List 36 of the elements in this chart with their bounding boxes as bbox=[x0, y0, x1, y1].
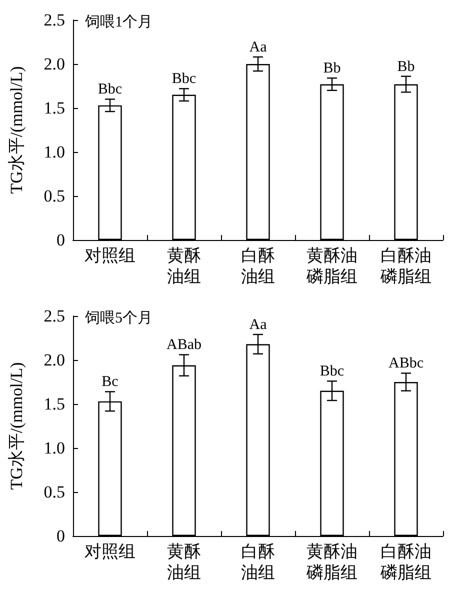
y-tick-label: 2.0 bbox=[44, 350, 65, 370]
y-tick-label: 0 bbox=[56, 230, 65, 250]
y-tick-label: 1.0 bbox=[44, 142, 65, 162]
y-axis-title: TG水平/(mmol/L) bbox=[7, 362, 26, 490]
x-tick-label: 黄酥油磷脂组 bbox=[306, 246, 358, 286]
x-tick-label: 对照组 bbox=[84, 542, 136, 561]
annotation: Aa bbox=[249, 316, 268, 333]
y-tick-label: 1.0 bbox=[44, 438, 65, 458]
y-tick-label: 2.5 bbox=[44, 306, 65, 326]
annotation: Bb bbox=[323, 60, 341, 77]
y-axis-title: TG水平/(mmol/L) bbox=[7, 66, 26, 194]
x-tick-label: 白酥油组 bbox=[241, 246, 275, 286]
annotation: Bc bbox=[102, 374, 119, 390]
annotation: Bbc bbox=[98, 82, 122, 98]
y-tick-label: 2.0 bbox=[44, 54, 65, 74]
annotation: Bbc bbox=[172, 71, 196, 88]
x-tick-label: 对照组 bbox=[84, 246, 136, 265]
annotation: ABab bbox=[166, 337, 202, 354]
y-tick-label: 0.5 bbox=[44, 186, 65, 206]
annotation: Aa bbox=[249, 39, 268, 56]
x-tick-label: 白酥油组 bbox=[241, 542, 275, 582]
annotation: Bbc bbox=[320, 364, 344, 380]
annotation: Bb bbox=[397, 58, 415, 75]
x-tick-label: 白酥油磷脂组 bbox=[380, 542, 432, 582]
y-tick-label: 2.5 bbox=[44, 10, 65, 30]
x-tick-label: 黄酥油组 bbox=[167, 542, 201, 582]
y-tick-label: 1.5 bbox=[44, 394, 65, 414]
y-tick-label: 0.5 bbox=[44, 482, 65, 502]
chart-title: 饲喂5个月 bbox=[84, 310, 152, 326]
x-tick-label: 黄酥油组 bbox=[167, 246, 201, 286]
x-tick-label: 白酥油磷脂组 bbox=[380, 246, 432, 286]
y-tick-label: 0 bbox=[56, 526, 65, 546]
x-tick-label: 黄酥油磷脂组 bbox=[306, 542, 358, 582]
y-tick-label: 1.5 bbox=[44, 98, 65, 118]
chart-title: 饲喂1个月 bbox=[84, 14, 152, 30]
annotation: ABbc bbox=[388, 356, 424, 372]
